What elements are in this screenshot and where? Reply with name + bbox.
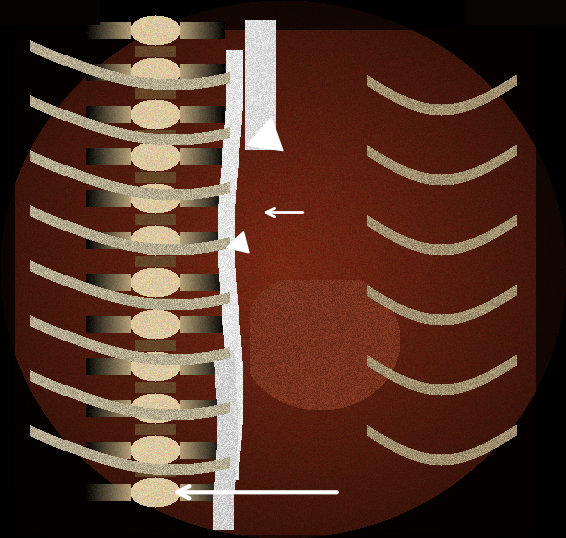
Polygon shape bbox=[226, 231, 249, 253]
Polygon shape bbox=[247, 118, 283, 151]
